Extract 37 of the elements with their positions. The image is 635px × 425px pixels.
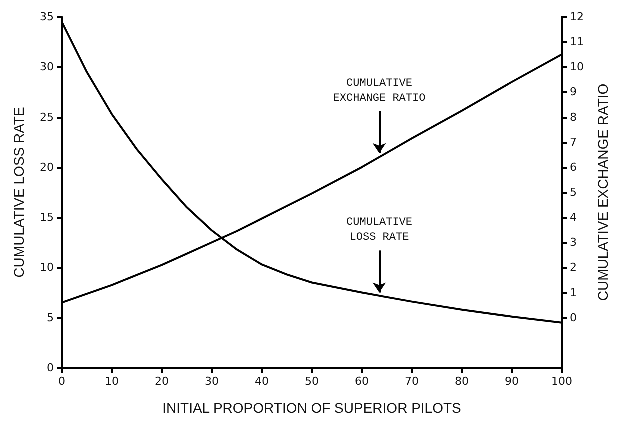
y-tick-label: 10 [40,261,54,274]
x-tick-label: 80 [455,375,469,388]
y-tick-label: 35 [40,10,54,24]
y2-tick-label: 8 [570,110,577,124]
y2-tick-label: 1 [570,286,577,300]
annotation: CUMULATIVE LOSS RATE [346,217,413,244]
y2-tick-label: 9 [570,86,577,99]
y2-tick-label: 6 [570,160,577,174]
y2-tick-label: 4 [570,211,577,224]
y2-tick-label: 12 [570,10,584,24]
y2-tick-label: 11 [570,36,584,49]
x-tick-label: 70 [405,375,419,388]
y2-tick-label: 0 [570,311,577,324]
x-tick-label: 100 [552,375,572,388]
x-tick-label: 20 [155,375,169,388]
y2-tick-label: 3 [570,236,577,250]
y-tick-label: 15 [40,211,54,224]
y2-tick-label: 10 [570,60,584,74]
x-tick-label: 50 [305,375,319,388]
y2-tick-label: 7 [570,136,577,149]
annotation: CUMULATIVE EXCHANGE RATIO [333,78,426,105]
y-tick-label: 5 [47,311,54,324]
y2-tick-label: 2 [570,261,577,274]
x-tick-label: 0 [58,375,66,388]
x-tick-label: 90 [505,375,519,388]
x-tick-label: 10 [105,375,119,388]
y-tick-label: 20 [40,160,54,174]
x-tick-label: 40 [255,375,269,388]
y-tick-label: 0 [47,362,54,374]
x-tick-label: 60 [355,375,369,388]
y-axis-title: CUMULATIVE LOSS RATE [11,107,27,278]
y2-tick-label: 5 [570,186,577,199]
x-tick-label: 30 [205,375,219,388]
y-tick-label: 25 [40,110,54,124]
x-axis-title: INITIAL PROPORTION OF SUPERIOR PILOTS [162,400,462,416]
y2-axis-title: CUMULATIVE EXCHANGE RATIO [595,84,611,302]
y-tick-label: 30 [40,60,54,74]
